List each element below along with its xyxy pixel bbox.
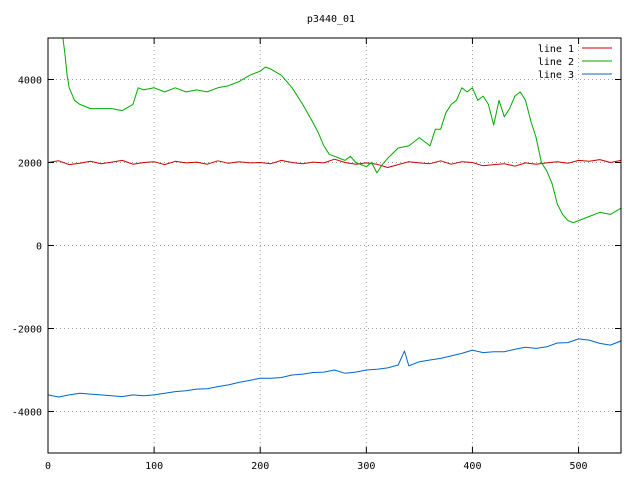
series-line-1 [48,158,621,168]
series-line-2 [62,38,621,224]
x-tick-label: 0 [45,461,51,472]
x-tick-label: 100 [145,461,163,472]
y-tick-label: 2000 [18,159,42,170]
y-tick-label: 0 [36,242,42,253]
legend-label: line 2 [538,57,574,68]
y-tick-label: 4000 [18,76,42,87]
legend: line 1 line 2 line 3 [538,44,612,81]
series-lines [48,38,621,398]
legend-label: line 1 [538,44,574,55]
x-tick-label: 500 [570,461,588,472]
x-tick-label: 300 [357,461,375,472]
x-tick-label: 200 [251,461,269,472]
legend-label: line 3 [538,70,574,81]
x-tick-label: 400 [463,461,481,472]
y-tick-label: -4000 [12,408,42,419]
axis-ticks: 0 100 200 300 400 500 -4000 -2000 0 2000 4000 [12,38,621,472]
y-tick-label: -2000 [12,325,42,336]
chart-title: p3440_01 [307,14,355,25]
series-line-3 [48,338,621,398]
